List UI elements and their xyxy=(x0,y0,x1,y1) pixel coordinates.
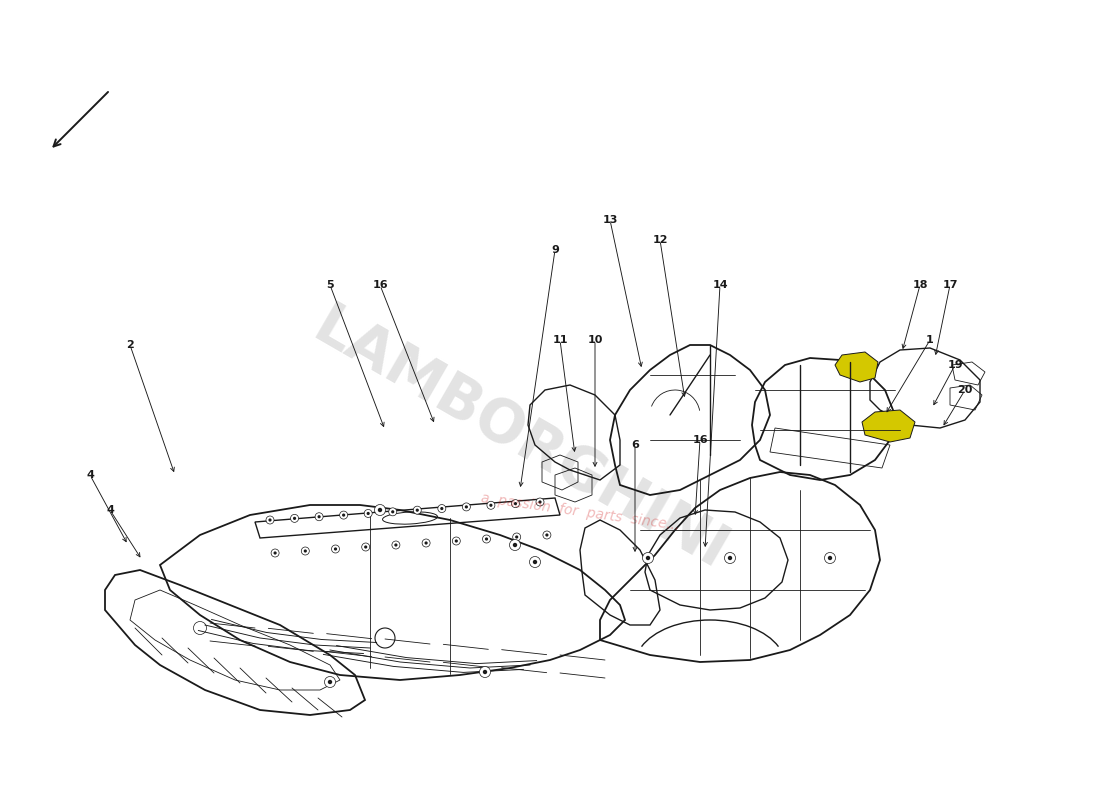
Text: 2: 2 xyxy=(126,340,134,350)
Text: 18: 18 xyxy=(912,280,927,290)
Circle shape xyxy=(377,508,382,512)
Circle shape xyxy=(266,516,274,524)
Circle shape xyxy=(536,498,544,506)
Text: 6: 6 xyxy=(631,440,639,450)
Circle shape xyxy=(328,680,332,684)
Text: 16: 16 xyxy=(692,435,707,445)
Circle shape xyxy=(422,539,430,547)
Circle shape xyxy=(828,556,833,560)
Circle shape xyxy=(304,550,307,553)
Text: 10: 10 xyxy=(587,335,603,345)
Circle shape xyxy=(293,517,296,520)
Circle shape xyxy=(331,545,340,553)
Circle shape xyxy=(366,512,370,515)
Circle shape xyxy=(513,542,517,547)
Circle shape xyxy=(529,557,540,567)
Circle shape xyxy=(513,533,520,541)
Circle shape xyxy=(324,677,336,687)
Circle shape xyxy=(315,513,323,521)
Polygon shape xyxy=(835,352,878,382)
Circle shape xyxy=(364,510,372,518)
Circle shape xyxy=(512,500,519,508)
Circle shape xyxy=(452,537,460,545)
Circle shape xyxy=(487,502,495,510)
Text: 13: 13 xyxy=(603,215,618,225)
Circle shape xyxy=(465,506,468,509)
Text: 19: 19 xyxy=(947,360,962,370)
Circle shape xyxy=(425,542,428,545)
Circle shape xyxy=(483,535,491,543)
Text: 12: 12 xyxy=(652,235,668,245)
Circle shape xyxy=(274,551,277,554)
Circle shape xyxy=(483,670,487,674)
Circle shape xyxy=(825,553,836,563)
Text: 4: 4 xyxy=(106,505,114,515)
Circle shape xyxy=(416,509,419,512)
Circle shape xyxy=(725,553,736,563)
Circle shape xyxy=(509,539,520,550)
Circle shape xyxy=(374,505,385,515)
Circle shape xyxy=(485,538,488,541)
Text: 20: 20 xyxy=(957,385,972,395)
Circle shape xyxy=(438,505,446,513)
Circle shape xyxy=(514,502,517,506)
Circle shape xyxy=(364,546,367,549)
Circle shape xyxy=(543,531,551,539)
Circle shape xyxy=(290,514,298,522)
Circle shape xyxy=(271,549,279,557)
Text: 16: 16 xyxy=(372,280,388,290)
Circle shape xyxy=(334,547,337,550)
Circle shape xyxy=(462,503,471,511)
Circle shape xyxy=(392,510,394,514)
Circle shape xyxy=(440,507,443,510)
Circle shape xyxy=(515,535,518,538)
Circle shape xyxy=(394,543,397,546)
Circle shape xyxy=(642,553,653,563)
Circle shape xyxy=(268,518,272,522)
Circle shape xyxy=(538,501,541,504)
Circle shape xyxy=(414,506,421,514)
Circle shape xyxy=(546,534,549,537)
Circle shape xyxy=(392,541,400,549)
Circle shape xyxy=(340,511,348,519)
Text: 1: 1 xyxy=(926,335,934,345)
Circle shape xyxy=(646,556,650,560)
Text: 14: 14 xyxy=(712,280,728,290)
Polygon shape xyxy=(862,410,915,442)
Circle shape xyxy=(454,539,458,542)
Circle shape xyxy=(318,515,321,518)
Circle shape xyxy=(301,547,309,555)
Text: 5: 5 xyxy=(327,280,333,290)
Text: LAMBORGHINI: LAMBORGHINI xyxy=(302,298,737,582)
Text: 11: 11 xyxy=(552,335,568,345)
Text: 17: 17 xyxy=(943,280,958,290)
Circle shape xyxy=(532,560,537,564)
Circle shape xyxy=(490,504,493,507)
Text: a  passion  for  parts  since...: a passion for parts since... xyxy=(480,491,680,533)
Circle shape xyxy=(728,556,733,560)
Text: 4: 4 xyxy=(86,470,94,480)
Circle shape xyxy=(388,508,397,516)
Circle shape xyxy=(342,514,345,517)
Text: 9: 9 xyxy=(551,245,559,255)
Circle shape xyxy=(362,543,370,551)
Circle shape xyxy=(480,666,491,678)
